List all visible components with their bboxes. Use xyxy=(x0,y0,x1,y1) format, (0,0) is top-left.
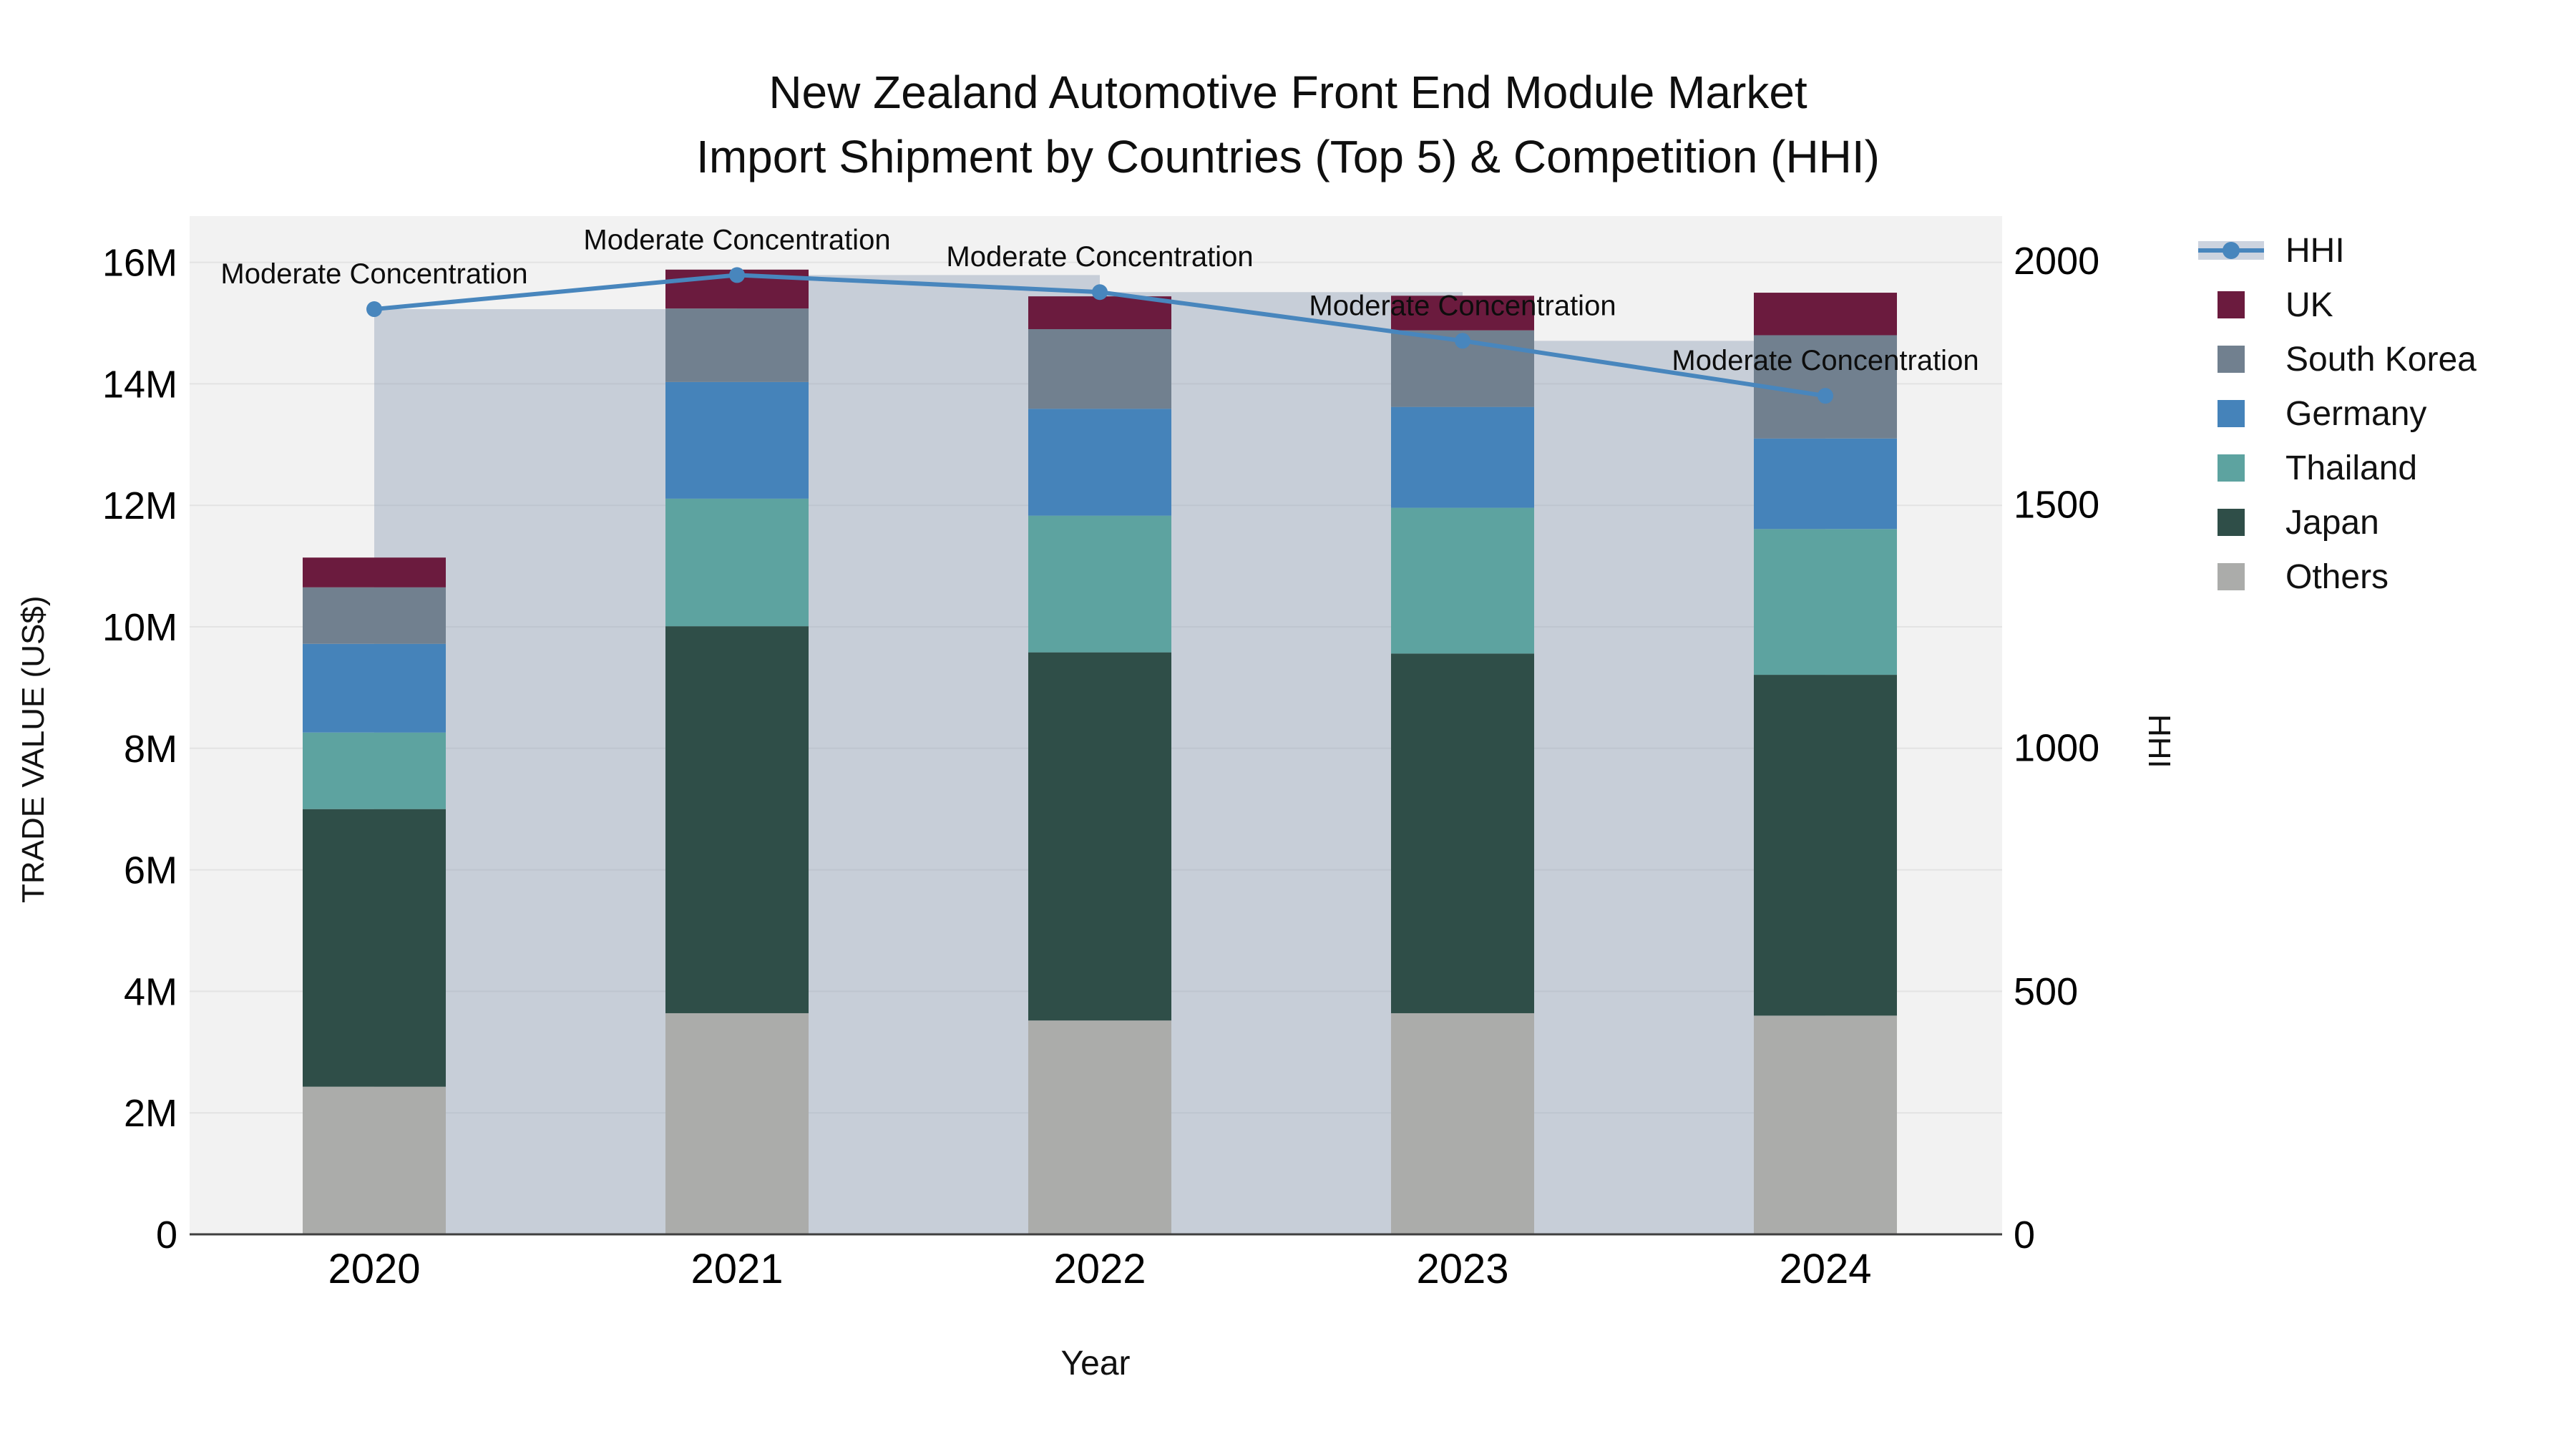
y-right-tick-label-2000: 2000 xyxy=(2014,240,2099,283)
y-left-tick-label-8M: 8M xyxy=(124,728,177,771)
hhi-marker-2020 xyxy=(366,301,382,318)
bar-segment-others-2024 xyxy=(1754,1015,1897,1234)
x-tick-label-2022: 2022 xyxy=(1053,1246,1146,1292)
bar-segment-japan-2024 xyxy=(1754,675,1897,1016)
y-right-tick-label-1500: 1500 xyxy=(2014,483,2099,526)
bar-segment-japan-2023 xyxy=(1391,653,1534,1013)
legend-swatch-zone xyxy=(2198,563,2267,590)
x-tick-label-2020: 2020 xyxy=(328,1246,420,1292)
bar-segment-japan-2020 xyxy=(303,809,446,1087)
legend-swatch-zone xyxy=(2198,454,2267,482)
legend-swatch-zone xyxy=(2198,291,2267,318)
bar-segment-others-2023 xyxy=(1391,1013,1534,1234)
chart-title-line-2: Import Shipment by Countries (Top 5) & C… xyxy=(696,131,1880,182)
legend-label: UK xyxy=(2285,286,2333,324)
x-tick-label-2024: 2024 xyxy=(1779,1246,1871,1292)
legend-color-swatch-icon xyxy=(2218,346,2245,373)
hhi-marker-2021 xyxy=(729,267,745,283)
legend-item-uk[interactable]: UK xyxy=(2198,278,2477,332)
y-right-axis-title: HHI xyxy=(2142,714,2177,769)
y-left-axis-title: TRADE VALUE (US$) xyxy=(16,595,51,904)
y-left-tick-label-14M: 14M xyxy=(102,363,177,406)
y-right-tick-label-500: 500 xyxy=(2014,970,2078,1013)
legend-label: HHI xyxy=(2285,231,2345,270)
annotation-moderate-concentration-2023: Moderate Concentration xyxy=(1309,290,1616,321)
hhi-marker-2023 xyxy=(1455,333,1470,349)
bar-segment-uk-2022 xyxy=(1028,296,1171,329)
bar-segment-japan-2021 xyxy=(665,626,809,1013)
y-left-tick-label-10M: 10M xyxy=(102,606,177,649)
y-left-tick-label-6M: 6M xyxy=(124,849,177,892)
bar-segment-germany-2024 xyxy=(1754,438,1897,530)
bar-segment-germany-2022 xyxy=(1028,409,1171,516)
bar-segment-thailand-2020 xyxy=(303,732,446,809)
bar-segment-uk-2023 xyxy=(1391,296,1534,331)
bar-segment-south-korea-2022 xyxy=(1028,328,1171,409)
bar-segment-uk-2024 xyxy=(1754,293,1897,336)
x-axis-title: Year xyxy=(1060,1345,1131,1382)
legend-label: Japan xyxy=(2285,503,2379,542)
y-left-tick-label-16M: 16M xyxy=(102,242,177,285)
y-right-tick-label-1000: 1000 xyxy=(2014,727,2099,770)
legend-color-swatch-icon xyxy=(2218,563,2245,590)
hhi-marker-2022 xyxy=(1092,284,1108,301)
annotation-moderate-concentration-2020: Moderate Concentration xyxy=(220,258,527,290)
y-left-tick-label-4M: 4M xyxy=(124,970,177,1013)
annotation-moderate-concentration-2024: Moderate Concentration xyxy=(1672,345,1979,376)
bar-segment-others-2022 xyxy=(1028,1020,1171,1234)
legend-label: Others xyxy=(2285,557,2389,596)
y-left-tick-label-12M: 12M xyxy=(102,484,177,527)
legend-color-swatch-icon xyxy=(2218,509,2245,536)
bar-segment-thailand-2024 xyxy=(1754,529,1897,675)
y-left-tick-label-2M: 2M xyxy=(124,1092,177,1135)
legend-label: South Korea xyxy=(2285,340,2477,379)
legend-swatch-zone xyxy=(2198,509,2267,536)
legend-swatch-zone xyxy=(2198,346,2267,373)
hhi-marker-icon xyxy=(2223,242,2240,259)
bar-segment-japan-2022 xyxy=(1028,652,1171,1021)
legend-label: Germany xyxy=(2285,394,2427,433)
legend-label: Thailand xyxy=(2285,449,2418,487)
legend-item-hhi[interactable]: HHI xyxy=(2198,223,2477,278)
legend-swatch-zone xyxy=(2198,241,2267,260)
hhi-marker-2024 xyxy=(1818,388,1833,404)
legend-color-swatch-icon xyxy=(2218,291,2245,318)
bar-segment-south-korea-2021 xyxy=(665,308,809,382)
bar-segment-germany-2023 xyxy=(1391,406,1534,508)
bar-segment-others-2020 xyxy=(303,1086,446,1234)
legend-color-swatch-icon xyxy=(2218,454,2245,482)
bar-segment-others-2021 xyxy=(665,1013,809,1234)
y-right-tick-label-0: 0 xyxy=(2014,1214,2035,1257)
legend-item-south-korea[interactable]: South Korea xyxy=(2198,332,2477,386)
legend-item-germany[interactable]: Germany xyxy=(2198,386,2477,441)
hhi-line-swatch-icon xyxy=(2198,241,2264,260)
annotation-moderate-concentration-2022: Moderate Concentration xyxy=(946,241,1253,273)
legend-item-others[interactable]: Others xyxy=(2198,550,2477,604)
bar-segment-thailand-2021 xyxy=(665,498,809,627)
legend-item-thailand[interactable]: Thailand xyxy=(2198,441,2477,495)
bar-segment-south-korea-2020 xyxy=(303,587,446,644)
x-tick-label-2021: 2021 xyxy=(691,1246,783,1292)
legend: HHI UK South Korea Germany Thailand Japan Othe… xyxy=(2198,223,2477,604)
y-left-tick-label-0: 0 xyxy=(156,1214,177,1257)
bar-segment-uk-2020 xyxy=(303,557,446,587)
chart-title: New Zealand Automotive Front End Module … xyxy=(0,60,2576,189)
bar-segment-germany-2021 xyxy=(665,381,809,499)
bar-segment-thailand-2023 xyxy=(1391,507,1534,654)
x-tick-label-2023: 2023 xyxy=(1416,1246,1508,1292)
legend-color-swatch-icon xyxy=(2218,400,2245,427)
legend-swatch-zone xyxy=(2198,400,2267,427)
legend-item-japan[interactable]: Japan xyxy=(2198,495,2477,550)
annotation-moderate-concentration-2021: Moderate Concentration xyxy=(583,224,890,255)
bar-segment-thailand-2022 xyxy=(1028,515,1171,653)
chart-title-line-1: New Zealand Automotive Front End Module … xyxy=(769,67,1807,118)
bar-segment-germany-2020 xyxy=(303,643,446,733)
